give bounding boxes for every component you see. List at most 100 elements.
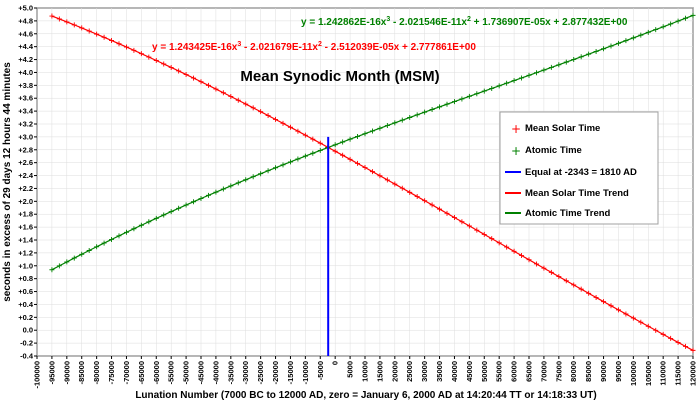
y-tick-label: +0.2 (18, 313, 33, 322)
marker-atomic-time (392, 120, 398, 126)
x-tick-label: 80000 (569, 361, 578, 382)
marker-atomic-time (429, 107, 435, 113)
marker-mean-solar-time (161, 61, 167, 67)
marker-mean-solar-time (258, 109, 264, 115)
marker-atomic-time (496, 83, 502, 89)
y-tick-label: +1.4 (18, 236, 34, 245)
atomic-equation-suffix: + 1.736907E-05x + 2.877432E+00 (471, 17, 628, 28)
marker-mean-solar-time (392, 181, 398, 187)
marker-mean-solar-time (541, 265, 547, 271)
marker-mean-solar-time (660, 331, 666, 337)
marker-atomic-time (123, 229, 129, 235)
legend-label-mean-solar-time: Mean Solar Time (525, 123, 600, 134)
marker-atomic-time (638, 32, 644, 38)
marker-atomic-time (414, 112, 420, 118)
y-tick-label: +5.0 (18, 4, 33, 13)
grid (36, 7, 694, 357)
marker-mean-solar-time (138, 51, 144, 57)
marker-atomic-time (183, 202, 189, 208)
y-tick-label: +4.8 (18, 16, 33, 25)
legend-box (499, 111, 659, 225)
marker-mean-solar-time (220, 90, 226, 96)
marker-mean-solar-time (287, 124, 293, 130)
marker-mean-solar-time (466, 223, 472, 229)
legend-label-equal: Equal at -2343 = 1810 AD (525, 167, 637, 178)
marker-atomic-time (690, 12, 696, 18)
y-tick-label: +4.2 (18, 55, 33, 64)
marker-mean-solar-time (71, 22, 77, 28)
marker-mean-solar-time (489, 236, 495, 242)
y-axis-title: seconds in excess of 29 days 12 hours 44… (2, 62, 13, 302)
marker-mean-solar-time (191, 75, 197, 81)
marker-atomic-time (660, 24, 666, 30)
x-tick-label: 50000 (480, 361, 489, 382)
solar-equation-suffix: - 2.512039E-05x + 2.777861E+00 (322, 42, 476, 53)
marker-atomic-time (302, 153, 308, 159)
marker-mean-solar-time (451, 215, 457, 221)
marker-mean-solar-time (79, 25, 85, 31)
x-tick-label: 35000 (435, 361, 444, 382)
marker-mean-solar-time (94, 31, 100, 37)
legend-marker-atomic-time: + (511, 144, 521, 158)
marker-mean-solar-time (593, 294, 599, 300)
marker-atomic-time (407, 114, 413, 120)
solar-equation-prefix: y = 1.243425E-16x (152, 42, 238, 53)
x-tick-label: -45000 (197, 361, 206, 384)
marker-atomic-time (205, 192, 211, 198)
legend-label-mean-solar-trend: Mean Solar Time Trend (525, 188, 629, 199)
marker-mean-solar-time (198, 79, 204, 85)
y-tick-label: +3.8 (18, 81, 33, 90)
atomic-equation-sup2: 2 (467, 16, 471, 23)
y-tick-label: +0.4 (18, 300, 34, 309)
x-tick-label: 25000 (405, 361, 414, 382)
marker-atomic-time (504, 80, 510, 86)
solar-equation-mid: - 2.021679E-11x (241, 42, 318, 53)
marker-mean-solar-time (168, 64, 174, 70)
marker-atomic-time (630, 35, 636, 41)
marker-atomic-time (578, 54, 584, 60)
marker-atomic-time (615, 40, 621, 46)
marker-atomic-time (213, 189, 219, 195)
marker-atomic-time (489, 85, 495, 91)
marker-mean-solar-time (109, 37, 115, 43)
marker-mean-solar-time (362, 165, 368, 171)
marker-atomic-time (101, 240, 107, 246)
marker-mean-solar-time (317, 140, 323, 146)
marker-mean-solar-time (675, 339, 681, 345)
marker-mean-solar-time (578, 286, 584, 292)
marker-atomic-time (608, 43, 614, 49)
x-tick-label: 70000 (539, 361, 548, 382)
legend-item-mean-solar-time: + Mean Solar Time (511, 122, 600, 136)
marker-atomic-time (49, 267, 55, 273)
y-tick-label: +1.2 (18, 248, 33, 257)
marker-atomic-time (168, 209, 174, 215)
x-tick-label: 40000 (450, 361, 459, 382)
x-tick-label: 60000 (510, 361, 519, 382)
marker-atomic-time (593, 48, 599, 54)
marker-atomic-time (131, 226, 137, 232)
marker-mean-solar-time (131, 47, 137, 53)
x-tick-label: -30000 (241, 361, 250, 384)
marker-mean-solar-time (123, 44, 129, 50)
marker-atomic-time (280, 162, 286, 168)
marker-atomic-time (683, 15, 689, 21)
marker-atomic-time (176, 205, 182, 211)
marker-mean-solar-time (437, 206, 443, 212)
marker-atomic-time (56, 263, 62, 269)
marker-atomic-time (332, 142, 338, 148)
marker-mean-solar-time (548, 269, 554, 275)
x-tick-label: -20000 (271, 361, 280, 384)
y-tick-label: -0.4 (20, 352, 34, 361)
marker-atomic-time (198, 196, 204, 202)
marker-atomic-time (287, 159, 293, 165)
x-tick-label: 15000 (375, 361, 384, 382)
legend-marker-mean-solar-time: + (511, 122, 521, 136)
marker-mean-solar-time (504, 244, 510, 250)
marker-mean-solar-time (444, 210, 450, 216)
y-tick-label: +2.0 (18, 197, 33, 206)
marker-atomic-time (563, 59, 569, 65)
marker-mean-solar-time (608, 303, 614, 309)
x-tick-label: 115000 (674, 361, 683, 386)
marker-mean-solar-time (563, 278, 569, 284)
marker-mean-solar-time (638, 319, 644, 325)
